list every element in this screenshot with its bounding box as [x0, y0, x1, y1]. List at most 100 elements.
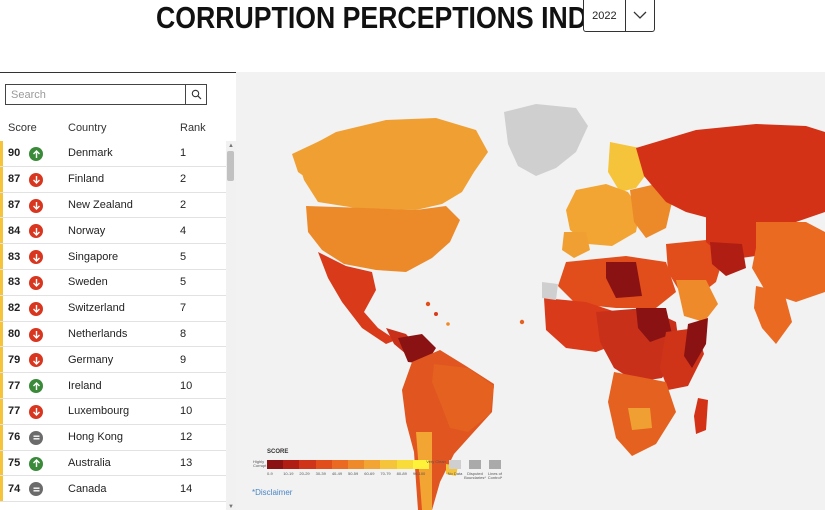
row-rank: 8 — [180, 327, 187, 340]
legend-disputed: Disputed Boundaries* — [464, 471, 486, 480]
map-china — [752, 222, 825, 302]
map-saudi — [676, 280, 718, 322]
table-row[interactable]: 82 Switzerland 7 — [0, 295, 226, 322]
chevron-down-icon[interactable] — [624, 0, 654, 31]
row-score-bar — [0, 373, 3, 398]
legend-tick: 20-29 — [299, 471, 310, 476]
scroll-up-icon[interactable]: ▲ — [228, 143, 234, 149]
table-row[interactable]: 77 Luxembourg 10 — [0, 398, 226, 425]
disclaimer-link[interactable]: *Disclaimer — [252, 488, 293, 497]
year-dropdown[interactable]: 2022 — [583, 0, 655, 32]
row-country[interactable]: Hong Kong — [68, 431, 124, 444]
map-india — [754, 286, 792, 344]
legend-tick: 50-59 — [348, 471, 359, 476]
table-row[interactable]: 87 New Zealand 2 — [0, 192, 226, 219]
legend-tick: 90-100 — [412, 471, 426, 476]
rank-column-header[interactable]: Rank — [180, 122, 206, 134]
legend-very-clean: Very Clean — [426, 459, 446, 464]
map-madagascar — [694, 398, 708, 434]
map-chile — [416, 432, 432, 510]
row-country[interactable]: Denmark — [68, 147, 113, 160]
score-column-header[interactable]: Score — [8, 122, 37, 134]
legend-ticks: 0-9 10-19 20-29 30-39 40-49 50-59 60-69 70-79 80… — [267, 471, 429, 476]
row-country[interactable]: Germany — [68, 353, 114, 366]
legend-lines-swatch — [489, 460, 501, 469]
row-score-bar — [0, 450, 3, 476]
row-country[interactable]: Switzerland — [68, 302, 125, 315]
row-country[interactable]: Singapore — [68, 250, 119, 263]
map-iran — [710, 242, 746, 276]
trend-down-icon — [29, 224, 43, 239]
row-score: 77 — [8, 379, 21, 392]
table-row[interactable]: 79 Germany 9 — [0, 347, 226, 374]
world-map[interactable] — [236, 72, 825, 510]
search-input[interactable] — [6, 85, 185, 104]
legend-swatch — [267, 460, 284, 469]
map-western-sahara — [542, 282, 558, 300]
trend-same-icon — [29, 482, 43, 497]
country-column-header[interactable]: Country — [68, 122, 107, 134]
table-row[interactable]: 90 Denmark 1 — [0, 141, 226, 167]
legend-swatch — [348, 460, 365, 469]
table-row[interactable]: 75 Australia 13 — [0, 450, 226, 477]
row-country[interactable]: Norway — [68, 224, 106, 237]
row-score-bar — [0, 347, 3, 373]
row-score: 87 — [8, 198, 21, 211]
row-score-bar — [0, 141, 3, 166]
row-country[interactable]: Finland — [68, 173, 105, 186]
year-dropdown-value: 2022 — [592, 9, 617, 22]
search-box — [5, 84, 207, 105]
table-row[interactable]: 80 Netherlands 8 — [0, 321, 226, 348]
row-score: 75 — [8, 456, 21, 469]
table-row[interactable]: 83 Sweden 5 — [0, 269, 226, 296]
page-title: CORRUPTION PERCEPTIONS INDEX — [156, 0, 623, 35]
row-country[interactable]: Canada — [68, 482, 107, 495]
row-rank: 12 — [180, 431, 193, 444]
search-button[interactable] — [185, 85, 206, 104]
legend-no-data: No Data — [447, 471, 463, 476]
row-rank: 10 — [180, 379, 193, 392]
map-sudan — [636, 308, 672, 342]
table-row[interactable]: 74 Canada 14 — [0, 476, 226, 503]
trend-down-icon — [29, 404, 43, 419]
scrollbar-thumb[interactable] — [227, 151, 234, 181]
row-rank: 1 — [180, 147, 187, 160]
row-score: 83 — [8, 250, 21, 263]
legend-swatch — [396, 460, 413, 469]
row-rank: 5 — [180, 250, 187, 263]
row-score-bar — [0, 295, 3, 321]
table-row[interactable]: 76 Hong Kong 12 — [0, 424, 226, 451]
legend-swatch — [412, 460, 430, 469]
table-scrollbar[interactable]: ▲ ▼ — [226, 141, 236, 510]
trend-down-icon — [29, 172, 43, 187]
row-country[interactable]: Luxembourg — [68, 405, 130, 418]
row-country[interactable]: Netherlands — [68, 327, 128, 340]
row-country[interactable]: Australia — [68, 456, 111, 469]
legend-disputed-swatch — [469, 460, 481, 469]
row-country[interactable]: New Zealand — [68, 198, 133, 211]
search-icon — [191, 89, 201, 100]
row-score-bar — [0, 398, 3, 424]
scroll-down-icon[interactable]: ▼ — [228, 504, 234, 510]
row-country[interactable]: Ireland — [68, 379, 102, 392]
legend-title: SCORE — [267, 449, 289, 455]
legend-swatch — [299, 460, 316, 469]
table-row[interactable]: 87 Finland 2 — [0, 166, 226, 193]
table-row[interactable]: 84 Norway 4 — [0, 218, 226, 245]
row-score: 77 — [8, 405, 21, 418]
table-row[interactable]: 83 Singapore 5 — [0, 244, 226, 270]
legend-swatch — [315, 460, 332, 469]
country-table: 90 Denmark 1 87 Finland 2 87 New Zealand 2 84 Norw… — [0, 141, 226, 503]
map-libya — [606, 262, 642, 298]
trend-down-icon — [29, 301, 43, 316]
row-score-bar — [0, 476, 3, 502]
legend-tick: 40-49 — [331, 471, 343, 476]
row-rank: 13 — [180, 456, 193, 469]
table-row[interactable]: 77 Ireland 10 — [0, 373, 226, 399]
legend-tick: 10-19 — [283, 471, 294, 476]
row-country[interactable]: Sweden — [68, 276, 108, 289]
legend-tick: 80-89 — [396, 471, 407, 476]
legend-lines-of-control: Lines of Control* — [487, 471, 503, 480]
trend-down-icon — [29, 250, 43, 265]
